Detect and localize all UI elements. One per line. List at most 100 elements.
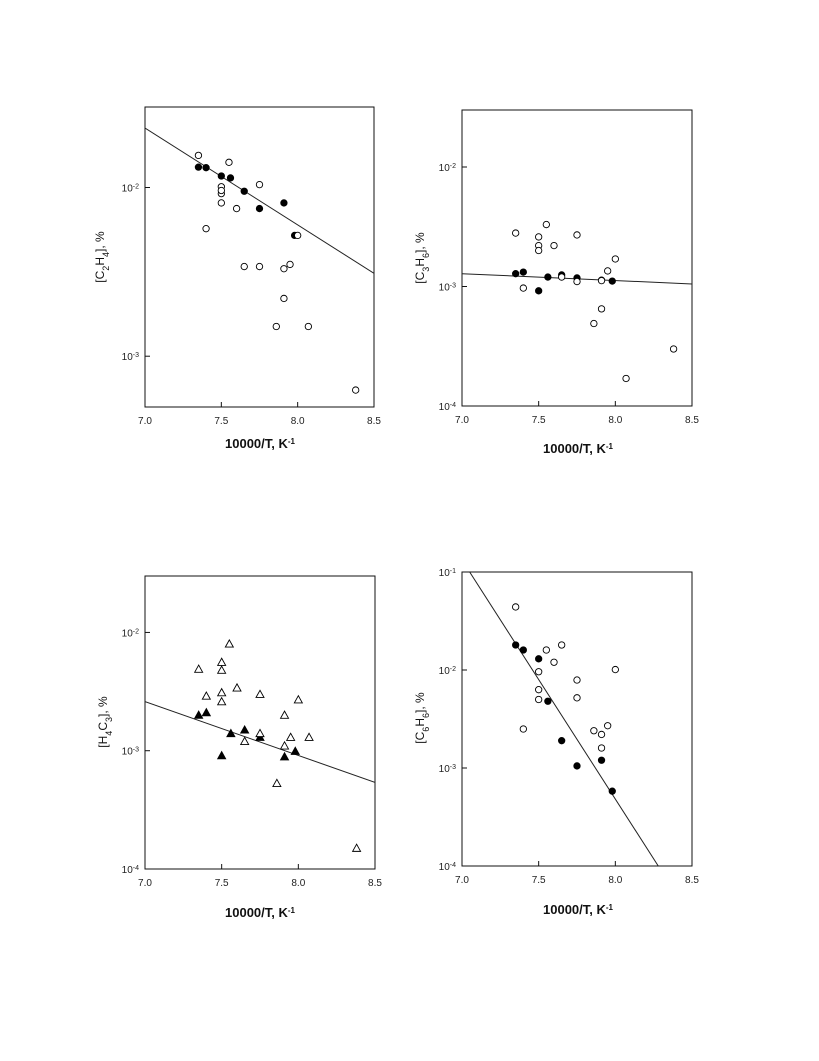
filled-circle-point xyxy=(194,163,203,171)
plot-frame xyxy=(144,575,376,870)
open-circle-point xyxy=(558,641,566,649)
open-circle-point xyxy=(622,374,630,383)
open-circle-point xyxy=(217,186,225,195)
filled-circle-point xyxy=(535,655,543,663)
open-series xyxy=(194,151,360,394)
open-circle-point xyxy=(535,668,543,676)
open-circle-point xyxy=(535,246,543,255)
x-tick-label: 7.5 xyxy=(215,878,229,889)
filled-circle-point xyxy=(512,641,520,649)
open-series xyxy=(193,638,362,852)
x-tick-label: 7.5 xyxy=(214,416,228,427)
x-tick-label: 8.5 xyxy=(685,875,699,886)
open-circle-point xyxy=(597,744,606,752)
open-triangle-point xyxy=(193,664,204,673)
y-tick-label: 10-2 xyxy=(122,183,139,195)
open-circle-point xyxy=(542,646,550,654)
open-triangle-point xyxy=(255,728,265,738)
y-tick-label: 10-2 xyxy=(122,628,139,640)
open-circle-point xyxy=(611,665,619,674)
open-circle-point xyxy=(280,294,288,303)
open-circle-point xyxy=(535,233,543,241)
open-series xyxy=(512,603,619,752)
open-triangle-point xyxy=(224,638,235,648)
y-tick-label: 10-3 xyxy=(439,282,456,294)
open-triangle-point xyxy=(201,691,212,700)
x-tick-label: 8.5 xyxy=(685,415,699,426)
open-triangle-point xyxy=(239,736,250,746)
open-circle-point xyxy=(280,265,288,273)
filled-circle-point xyxy=(608,277,616,285)
x-tick-label: 7.0 xyxy=(455,415,469,426)
x-tick-label: 8.0 xyxy=(608,875,622,886)
open-triangle-point xyxy=(279,710,290,719)
filled-circle-point xyxy=(519,646,527,654)
open-triangle-point xyxy=(232,682,242,692)
open-circle-point xyxy=(597,276,606,285)
chart-panel-4: 7.0 7.5 8.0 8.5 10-1 10-2 10-3 10-4 10000/T, K-1… xyxy=(413,568,699,918)
x-tick-label: 8.5 xyxy=(368,878,382,889)
filled-circle-point xyxy=(597,756,606,764)
y-tick-label: 10-3 xyxy=(439,764,456,776)
filled-triangle-point xyxy=(193,710,204,719)
y-tick-label: 10-3 xyxy=(122,352,139,364)
open-circle-point xyxy=(669,345,678,353)
open-circle-point xyxy=(294,231,302,240)
x-axis-label: 10000/T, K-1 xyxy=(225,436,296,451)
x-axis-label: 10000/T, K-1 xyxy=(543,902,614,917)
y-tick-label: 10-2 xyxy=(439,163,456,175)
open-triangle-point xyxy=(216,696,227,706)
open-circle-point xyxy=(512,603,520,611)
open-circle-point xyxy=(597,305,606,313)
open-triangle-point xyxy=(216,657,227,666)
open-circle-point xyxy=(573,676,581,684)
x-tick-label: 7.0 xyxy=(455,875,469,886)
x-axis-label: 10000/T, K-1 xyxy=(225,905,296,920)
chart-panel-3: 7.0 7.5 8.0 8.5 10-2 10-3 10-4 10000/T, K-1 [H4C… xyxy=(96,575,382,920)
open-circle-point xyxy=(604,267,612,275)
y-axis-label: [C3H6], % xyxy=(413,232,431,284)
open-series xyxy=(512,220,678,383)
y-tick-label: 10-4 xyxy=(439,862,456,874)
filled-circle-point xyxy=(519,268,527,276)
filled-circle-point xyxy=(608,787,616,795)
open-circle-point xyxy=(217,199,225,207)
filled-circle-point xyxy=(558,737,566,745)
plot-frame xyxy=(461,571,693,867)
open-circle-point xyxy=(590,727,598,735)
filled-circle-point xyxy=(255,204,264,213)
filled-circle-point xyxy=(512,270,520,278)
y-tick-label: 10-3 xyxy=(122,746,139,758)
open-circle-point xyxy=(550,658,558,666)
filled-circle-point xyxy=(280,199,288,207)
open-circle-point xyxy=(590,319,598,328)
x-axis-label: 10000/T, K-1 xyxy=(543,441,614,456)
x-tick-label: 7.0 xyxy=(138,878,152,889)
open-circle-point xyxy=(535,686,543,694)
x-tick-label: 8.5 xyxy=(367,416,381,427)
plot-frame xyxy=(144,106,375,408)
open-circle-point xyxy=(232,204,241,213)
filled-circle-point xyxy=(226,174,235,182)
open-circle-point xyxy=(194,151,203,160)
open-triangle-point xyxy=(216,665,227,674)
x-tick-label: 7.0 xyxy=(138,416,152,427)
x-tick-label: 7.5 xyxy=(532,415,546,426)
filled-triangle-point xyxy=(279,751,290,761)
y-axis-label: [H4C3], % xyxy=(96,696,114,748)
filled-series xyxy=(512,641,616,795)
y-axis-label: [C6H6], % xyxy=(413,692,431,744)
y-tick-label: 10-2 xyxy=(439,666,456,678)
y-tick-label: 10-4 xyxy=(122,865,139,877)
open-circle-point xyxy=(352,386,360,394)
filled-circle-point xyxy=(217,172,225,180)
chart-panel-2: 7.0 7.5 8.0 8.5 10-2 10-3 10-4 10000/T, K-1 [C3H… xyxy=(413,109,699,456)
filled-triangle-point xyxy=(290,746,301,755)
open-circle-point xyxy=(286,260,294,269)
filled-circle-point xyxy=(240,187,248,195)
open-triangle-point xyxy=(351,843,362,852)
open-triangle-point xyxy=(285,732,296,741)
open-circle-point xyxy=(535,695,543,704)
open-triangle-point xyxy=(279,740,290,750)
chart-panel-1: 7.0 7.5 8.0 8.5 10-2 10-3 10000/T, K-1 [C2H4], … xyxy=(93,106,381,451)
